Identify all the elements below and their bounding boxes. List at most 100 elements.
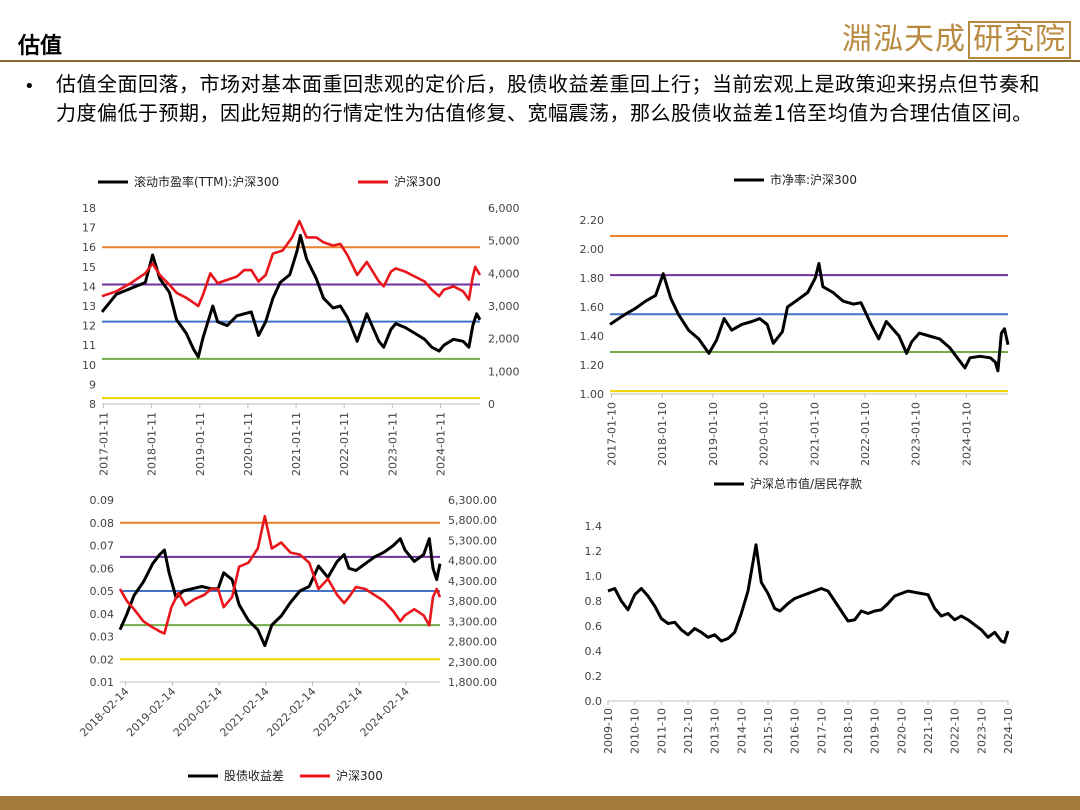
y-tick-label: 1.0 xyxy=(585,570,603,583)
y2-tick-label: 4,000 xyxy=(488,267,520,280)
y-tick-label: 0.03 xyxy=(90,631,115,644)
x-tick-label: 2018-01-11 xyxy=(146,412,159,476)
x-tick-label: 2021-01-11 xyxy=(290,412,303,476)
y2-tick-label: 2,300.00 xyxy=(448,656,497,669)
x-tick-label: 2016-10 xyxy=(789,708,802,754)
y-tick-label: 0.01 xyxy=(90,676,115,689)
y-tick-label: 1.00 xyxy=(580,388,605,401)
y-tick-label: 0.0 xyxy=(585,695,603,708)
x-tick-label: 2023-01-11 xyxy=(386,412,399,476)
y-tick-label: 0.05 xyxy=(90,585,115,598)
x-tick-label: 2024-02-14 xyxy=(358,685,412,739)
y-tick-label: 2.20 xyxy=(580,214,605,227)
y2-tick-label: 4,800.00 xyxy=(448,555,497,568)
y-tick-label: 13 xyxy=(82,300,96,313)
x-tick-label: 2019-02-14 xyxy=(124,685,178,739)
x-tick-label: 2021-01-10 xyxy=(808,402,821,466)
y-tick-label: 0.8 xyxy=(585,595,603,608)
y-tick-label: 12 xyxy=(82,320,96,333)
y2-tick-label: 2,000 xyxy=(488,333,520,346)
x-tick-label: 2014-10 xyxy=(735,708,748,754)
y2-tick-label: 4,300.00 xyxy=(448,575,497,588)
y-tick-label: 0.08 xyxy=(90,517,115,530)
y-tick-label: 0.6 xyxy=(585,620,603,633)
y-tick-label: 1.20 xyxy=(580,359,605,372)
x-tick-label: 2023-10 xyxy=(975,708,988,754)
brand-logo: 淵泓天成 研究院 xyxy=(842,14,1071,59)
x-tick-label: 2024-01-10 xyxy=(960,402,973,466)
legend-label: 沪深总市值/居民存款 xyxy=(750,476,862,491)
bullet-icon: • xyxy=(24,76,35,97)
bullet-text: 估值全面回落，市场对基本面重回悲观的定价后，股债收益差重回上行；当前宏观上是政策… xyxy=(56,72,1040,125)
x-tick-label: 2020-01-10 xyxy=(758,402,771,466)
series-line-black xyxy=(118,537,442,648)
footer-bar xyxy=(0,796,1080,810)
y-tick-label: 0.07 xyxy=(90,540,115,553)
x-tick-label: 2009-10 xyxy=(602,708,615,754)
x-tick-label: 2018-02-14 xyxy=(77,685,131,739)
x-tick-label: 2023-02-14 xyxy=(311,685,365,739)
y-tick-label: 14 xyxy=(82,280,96,293)
x-tick-label: 2021-10 xyxy=(922,708,935,754)
series-line-red xyxy=(101,219,482,308)
x-tick-label: 2017-01-11 xyxy=(97,412,110,476)
x-tick-label: 2020-02-14 xyxy=(171,685,225,739)
legend-label: 股债收益差 xyxy=(224,769,284,783)
x-tick-label: 2012-10 xyxy=(682,708,695,754)
x-tick-label: 2024-10 xyxy=(1002,708,1015,754)
x-tick-label: 2019-01-11 xyxy=(194,412,207,476)
series-line-black xyxy=(607,543,1010,644)
header-rule xyxy=(0,60,1080,62)
x-tick-label: 2022-01-11 xyxy=(338,412,351,476)
x-tick-label: 2020-01-11 xyxy=(242,412,255,476)
y-tick-label: 10 xyxy=(82,359,96,372)
y2-tick-label: 5,300.00 xyxy=(448,534,497,547)
page-title: 估值 xyxy=(18,34,63,59)
x-tick-label: 2018-10 xyxy=(842,708,855,754)
x-tick-label: 2020-10 xyxy=(895,708,908,754)
legend-label: 滚动市盈率(TTM):沪深300 xyxy=(134,174,279,189)
y-tick-label: 1.2 xyxy=(585,545,603,558)
series-line-black xyxy=(100,233,482,359)
y-tick-label: 1.80 xyxy=(580,272,605,285)
y-tick-label: 1.60 xyxy=(580,301,605,314)
x-tick-label: 2019-01-10 xyxy=(707,402,720,466)
series-line-red xyxy=(118,514,442,635)
x-tick-label: 2017-10 xyxy=(815,708,828,754)
x-tick-label: 2022-01-10 xyxy=(859,402,872,466)
x-tick-label: 2022-10 xyxy=(949,708,962,754)
x-tick-label: 2019-10 xyxy=(869,708,882,754)
x-tick-label: 2024-01-11 xyxy=(435,412,448,476)
y2-tick-label: 1,800.00 xyxy=(448,676,497,689)
y-tick-label: 16 xyxy=(82,241,96,254)
series-line-black xyxy=(609,262,1010,373)
y-tick-label: 8 xyxy=(89,398,96,411)
y-tick-label: 0.4 xyxy=(585,645,603,658)
pe-chart: 8 9 10 11 12 13 14 15 16 17 18 0 1,000 2,000 3,000 4,00… xyxy=(82,174,520,476)
x-tick-label: 2017-01-10 xyxy=(606,402,619,466)
y-tick-label: 0.06 xyxy=(90,562,115,575)
legend-label: 市净率:沪深300 xyxy=(770,172,857,187)
legend-label: 沪深300 xyxy=(336,769,383,783)
x-tick-label: 2011-10 xyxy=(655,708,668,754)
y2-tick-label: 1,000 xyxy=(488,365,520,378)
x-tick-label: 2022-02-14 xyxy=(264,685,318,739)
y-tick-label: 2.00 xyxy=(580,243,605,256)
y2-tick-label: 3,000 xyxy=(488,300,520,313)
y2-tick-label: 6,000 xyxy=(488,202,520,215)
y-tick-label: 0.09 xyxy=(90,494,115,507)
y2-tick-label: 5,000 xyxy=(488,235,520,248)
x-tick-label: 2021-02-14 xyxy=(217,685,271,739)
y-tick-label: 0.02 xyxy=(90,653,115,666)
x-tick-label: 2010-10 xyxy=(629,708,642,754)
legend-label: 沪深300 xyxy=(394,175,441,189)
x-tick-label: 2023-01-10 xyxy=(910,402,923,466)
y2-tick-label: 0 xyxy=(488,398,495,411)
y2-tick-label: 3,800.00 xyxy=(448,595,497,608)
y-tick-label: 15 xyxy=(82,261,96,274)
x-tick-label: 2018-01-10 xyxy=(656,402,669,466)
y-tick-label: 18 xyxy=(82,202,96,215)
y-tick-label: 1.4 xyxy=(585,520,603,533)
y2-tick-label: 2,800.00 xyxy=(448,636,497,649)
mcap-chart: 0.0 0.2 0.4 0.6 0.8 1.0 1.2 1.4 2009-10 2010-10 20… xyxy=(585,476,1016,754)
